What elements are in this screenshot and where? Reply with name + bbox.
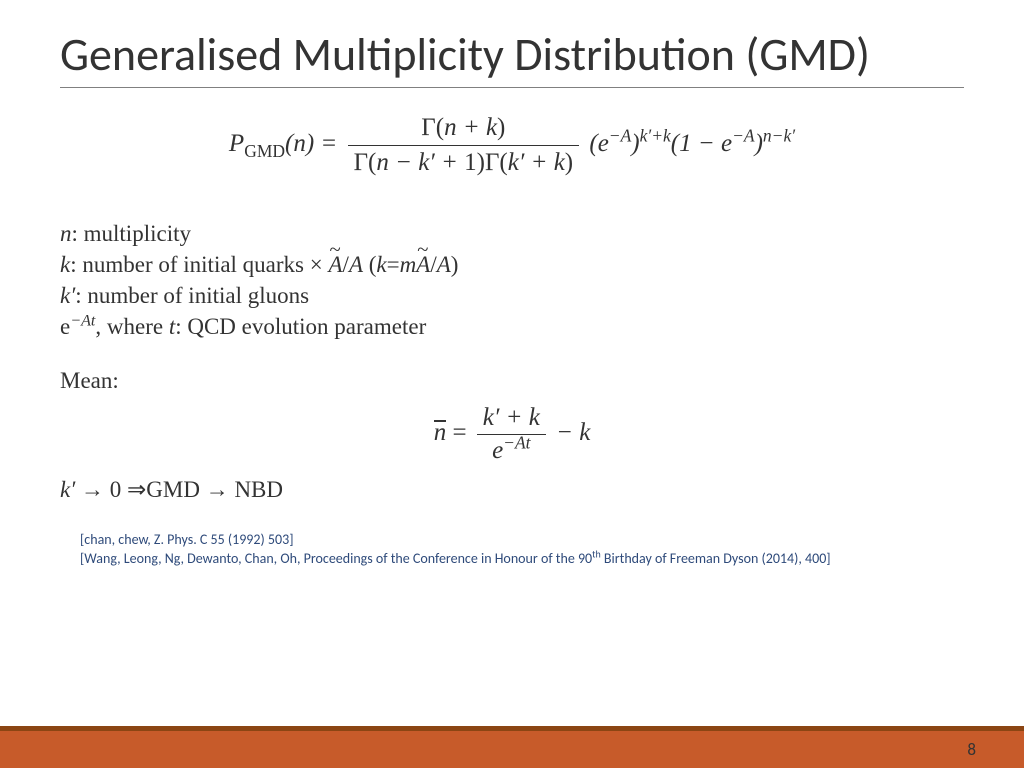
eq-lhs-sub: GMD <box>244 141 285 161</box>
definitions: n: multiplicity k: number of initial qua… <box>60 218 964 342</box>
eq-term1: (e−A)k′+k <box>589 130 670 157</box>
def-eAt: e−At, where t: QCD evolution parameter <box>60 311 964 342</box>
mean-fraction: k′ + k e−At <box>477 404 546 465</box>
eq-lhs-P: P <box>229 130 244 157</box>
mean-equation: n = k′ + k e−At − k <box>60 404 964 465</box>
eq-num: Γ(n + k) <box>421 114 505 141</box>
def-kprime: k′: number of initial gluons <box>60 280 964 311</box>
def-n: n: multiplicity <box>60 218 964 249</box>
main-equation: PGMD(n) = Γ(n + k) Γ(n − k′ + 1)Γ(k′ + k… <box>60 113 964 178</box>
slide-title: Generalised Multiplicity Distribution (G… <box>60 30 964 88</box>
def-k: k: number of initial quarks × A/A (k=mA/… <box>60 249 964 280</box>
eq-lhs-arg: (n) = <box>285 130 337 157</box>
ref-2: [Wang, Leong, Ng, Dewanto, Chan, Oh, Pro… <box>80 550 964 569</box>
page-number: 8 <box>967 739 976 760</box>
eq-term2: (1 − e−A)n−k′ <box>671 130 795 157</box>
eq-den: Γ(n − k′ + 1)Γ(k′ + k) <box>354 149 574 176</box>
mean-label: Mean: <box>60 368 964 394</box>
slide: Generalised Multiplicity Distribution (G… <box>0 0 1024 768</box>
mean-nbar: n <box>434 419 447 447</box>
ref-1: [chan, chew, Z. Phys. C 55 (1992) 503] <box>80 531 964 550</box>
references: [chan, chew, Z. Phys. C 55 (1992) 503] [… <box>80 531 964 569</box>
limit-line: k′ → 0 ⇒GMD → NBD <box>60 477 964 503</box>
eq-fraction: Γ(n + k) Γ(n − k′ + 1)Γ(k′ + k) <box>348 113 580 178</box>
footer-main: 8 <box>0 731 1024 768</box>
footer-bar: 8 <box>0 726 1024 768</box>
